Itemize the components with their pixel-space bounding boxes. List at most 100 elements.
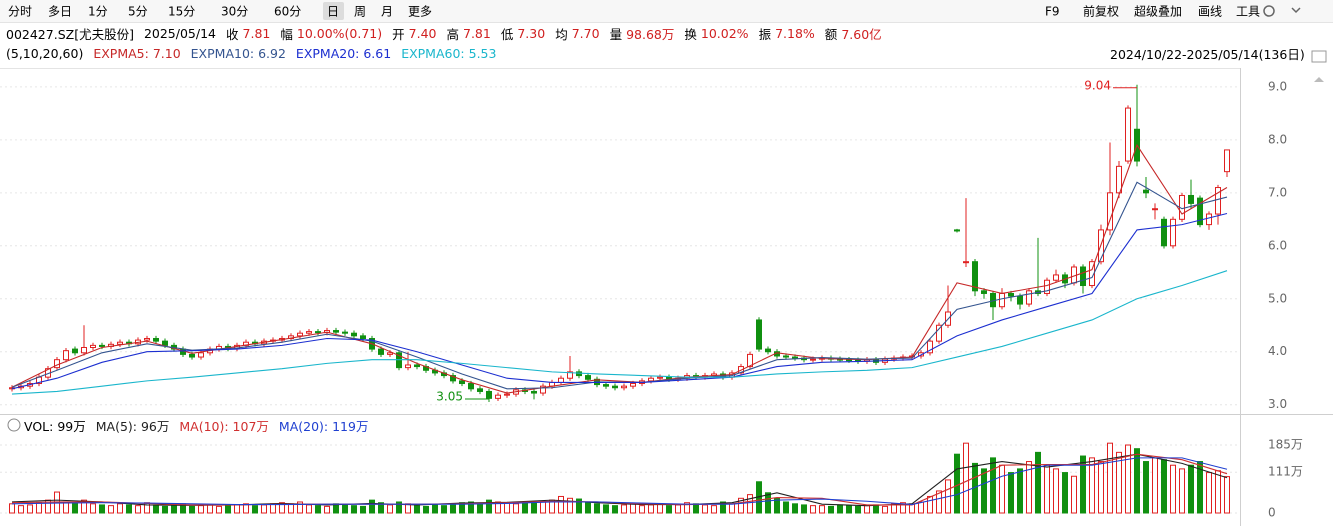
field-value: 7.81 — [463, 25, 491, 41]
tool-button[interactable]: F9 — [1045, 5, 1060, 19]
volume-bar — [702, 504, 708, 514]
field-value: 7.60亿 — [841, 26, 882, 42]
period-tab[interactable]: 多日 — [48, 5, 72, 19]
volume-bar — [990, 457, 996, 514]
volume-bar — [1017, 468, 1023, 514]
volume-bar — [513, 503, 519, 514]
candle-body — [387, 352, 393, 355]
volume-bar — [387, 504, 393, 514]
volume-bar — [360, 505, 366, 514]
gear[interactable] — [1263, 5, 1275, 17]
help-icon[interactable] — [7, 418, 21, 432]
volume-bar — [603, 504, 609, 514]
volume-bar — [63, 501, 69, 514]
volume-bar — [666, 505, 672, 514]
period-tab[interactable]: 1分 — [88, 5, 108, 19]
candle-body — [486, 390, 492, 399]
field-key: 量 — [609, 26, 623, 42]
volume-bar — [432, 504, 438, 514]
volume-bar — [153, 504, 159, 514]
volume-bar — [963, 442, 969, 514]
candle-body — [1089, 261, 1095, 287]
field-value: 7.81 — [242, 25, 271, 41]
candle-body — [198, 352, 204, 358]
wp-icon[interactable] — [1311, 50, 1327, 63]
tool-button[interactable]: 工具 — [1236, 5, 1260, 19]
volume-bar — [900, 502, 906, 514]
y-tick-label: 4.0 — [1268, 344, 1287, 358]
period-tab[interactable]: 30分 — [221, 5, 248, 19]
volume-bar — [342, 504, 348, 514]
period-tab[interactable]: 15分 — [168, 5, 195, 19]
settings-icon[interactable] — [1263, 5, 1275, 17]
field-value: 7.30 — [517, 25, 546, 41]
volume-bar — [396, 501, 402, 514]
volume-bar — [1161, 459, 1167, 514]
field-key: 换 — [684, 26, 697, 42]
volume-bar — [567, 497, 573, 514]
tool-button[interactable]: 前复权 — [1083, 4, 1119, 19]
volume-bar — [225, 505, 231, 514]
period-tab[interactable]: 更多 — [408, 5, 432, 19]
y-tick-label: 8.0 — [1268, 132, 1287, 146]
scroll-icon[interactable] — [1314, 77, 1324, 82]
volume-bar — [243, 503, 249, 514]
stock-code: 002427.SZ[尤夫股份] — [6, 26, 134, 42]
period-tab[interactable]: 日 — [327, 5, 339, 19]
candle-body — [657, 376, 663, 379]
volume-bar — [504, 502, 510, 514]
y-tick-label: 185万 — [1268, 438, 1303, 452]
candle-body — [72, 348, 78, 354]
tool-button[interactable]: 超级叠加 — [1134, 4, 1182, 19]
field-value: 98.68万 — [626, 26, 675, 42]
volume-bar — [612, 505, 618, 514]
candle-body — [567, 371, 573, 379]
volume-bar — [72, 502, 78, 514]
candle-body — [1188, 194, 1194, 204]
volume-bar — [1143, 461, 1149, 514]
vol-ma-legend: MA(5): 96万 — [95, 418, 170, 434]
volume-bar — [711, 505, 717, 514]
volume-legend: VOL: 99万 MA(5): 96万 MA(10): 107万 MA(20): 1… — [24, 416, 378, 434]
volume-bar — [522, 501, 528, 514]
field-key: 均 — [555, 26, 568, 42]
candle-body — [621, 385, 627, 389]
period-tab[interactable]: 分时 — [8, 5, 32, 19]
field-value: 7.70 — [571, 25, 600, 41]
volume-bar — [324, 505, 330, 514]
volume-bar — [810, 505, 816, 514]
candle-body — [153, 337, 159, 342]
y-tick-label: 3.0 — [1268, 397, 1287, 411]
volume-bar — [1188, 464, 1194, 514]
volume-bar — [540, 500, 546, 514]
volume-bar — [630, 503, 636, 514]
y-tick-label: 5.0 — [1268, 291, 1287, 305]
stock-date: 2025/05/14 — [143, 25, 216, 41]
volume-bar — [351, 505, 357, 514]
field-key: 高 — [446, 26, 459, 42]
volume-bar — [657, 503, 663, 514]
period-tab[interactable]: 月 — [381, 5, 393, 19]
period-tab[interactable]: 周 — [354, 5, 366, 19]
candle-body — [1125, 107, 1131, 162]
volume-bar — [1152, 457, 1158, 514]
candle-body — [1143, 189, 1149, 194]
ma-legend: EXPMA60: 5.53 — [401, 45, 497, 61]
volume-bar — [207, 504, 213, 514]
date-range: 2024/10/22-2025/05/14(136日) — [1110, 46, 1305, 62]
volume-bar — [720, 501, 726, 514]
volume-bar — [999, 464, 1005, 514]
tool-button[interactable]: 画线 — [1198, 5, 1222, 19]
candle-body — [459, 380, 465, 385]
annotation-label: 9.04 — [1084, 78, 1111, 92]
collapse-icon[interactable] — [1291, 7, 1301, 14]
candle-body — [963, 261, 969, 264]
volume-bar — [198, 505, 204, 514]
period-tab[interactable]: 5分 — [128, 5, 148, 19]
annotation-label: 3.05 — [436, 390, 463, 404]
volume-bar — [693, 503, 699, 514]
period-tab[interactable]: 60分 — [274, 5, 301, 19]
ma-legend: EXPMA20: 6.61 — [295, 45, 392, 61]
volume-bar — [765, 492, 771, 514]
